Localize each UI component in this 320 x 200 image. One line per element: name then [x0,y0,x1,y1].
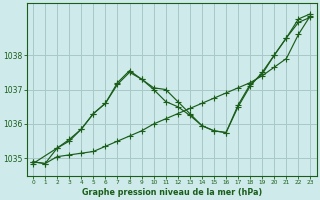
X-axis label: Graphe pression niveau de la mer (hPa): Graphe pression niveau de la mer (hPa) [82,188,262,197]
